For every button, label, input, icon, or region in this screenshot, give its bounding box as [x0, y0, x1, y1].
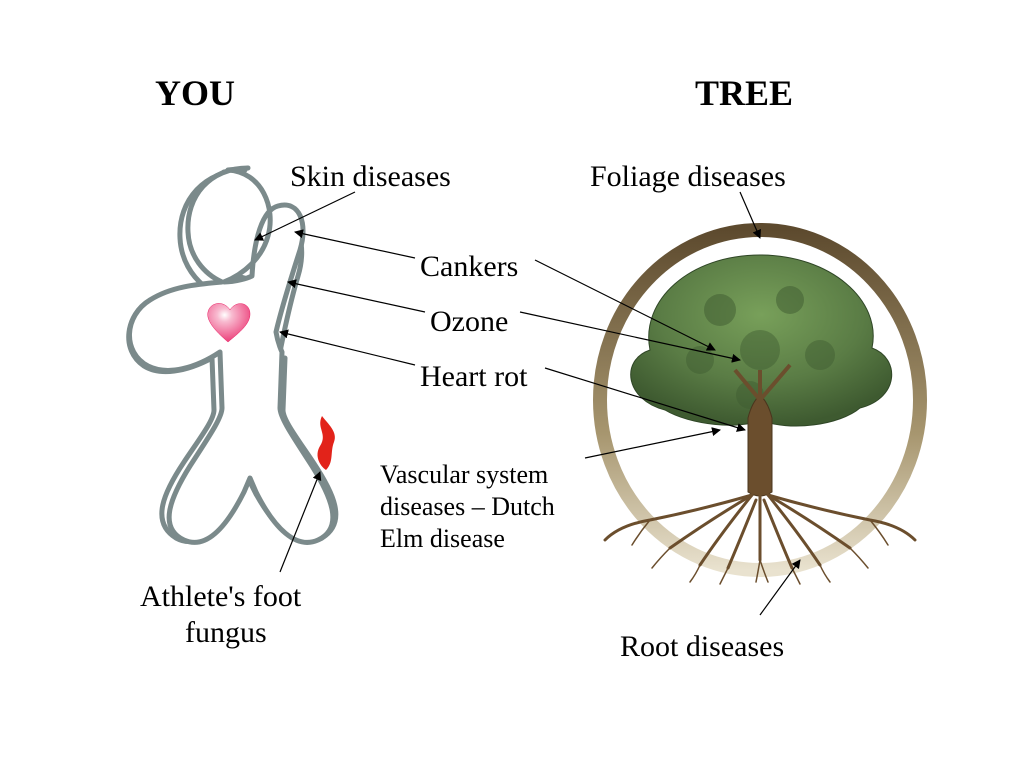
label-vascular-l3: Elm disease	[380, 524, 505, 554]
label-vascular-l2: diseases – Dutch	[380, 492, 555, 522]
label-cankers: Cankers	[420, 250, 518, 284]
diagram-canvas: YOU TREE	[0, 0, 1024, 768]
arrow-root-to-tree	[760, 560, 800, 615]
label-athlete-l1: Athlete's foot	[140, 580, 301, 614]
arrow-heartrot-to-tree	[545, 368, 745, 430]
label-skin-diseases: Skin diseases	[290, 160, 451, 194]
label-vascular-l1: Vascular system	[380, 460, 548, 490]
label-foliage-diseases: Foliage diseases	[590, 160, 786, 194]
arrow-ozone-to-tree	[520, 312, 740, 360]
tree-roots	[605, 495, 915, 584]
arrow-skin-to-human	[255, 192, 355, 240]
label-ozone: Ozone	[430, 305, 508, 339]
label-athlete-l2: fungus	[185, 616, 267, 650]
label-root-diseases: Root diseases	[620, 630, 784, 664]
arrow-ozone-to-human	[288, 282, 425, 312]
arrow-athlete-to-human	[280, 472, 320, 572]
heading-you: YOU	[155, 72, 235, 114]
label-heart-rot: Heart rot	[420, 360, 527, 394]
arrow-vascular-to-tree	[585, 430, 720, 458]
heading-tree: TREE	[695, 72, 793, 114]
arrow-cankers-to-tree	[535, 260, 715, 350]
tree-trunk	[748, 395, 772, 496]
tree-canopy	[631, 255, 892, 426]
arrow-cankers-to-human	[295, 232, 415, 258]
arrow-foliage-to-tree	[740, 192, 760, 238]
arrow-heartrot-to-human	[280, 332, 415, 365]
